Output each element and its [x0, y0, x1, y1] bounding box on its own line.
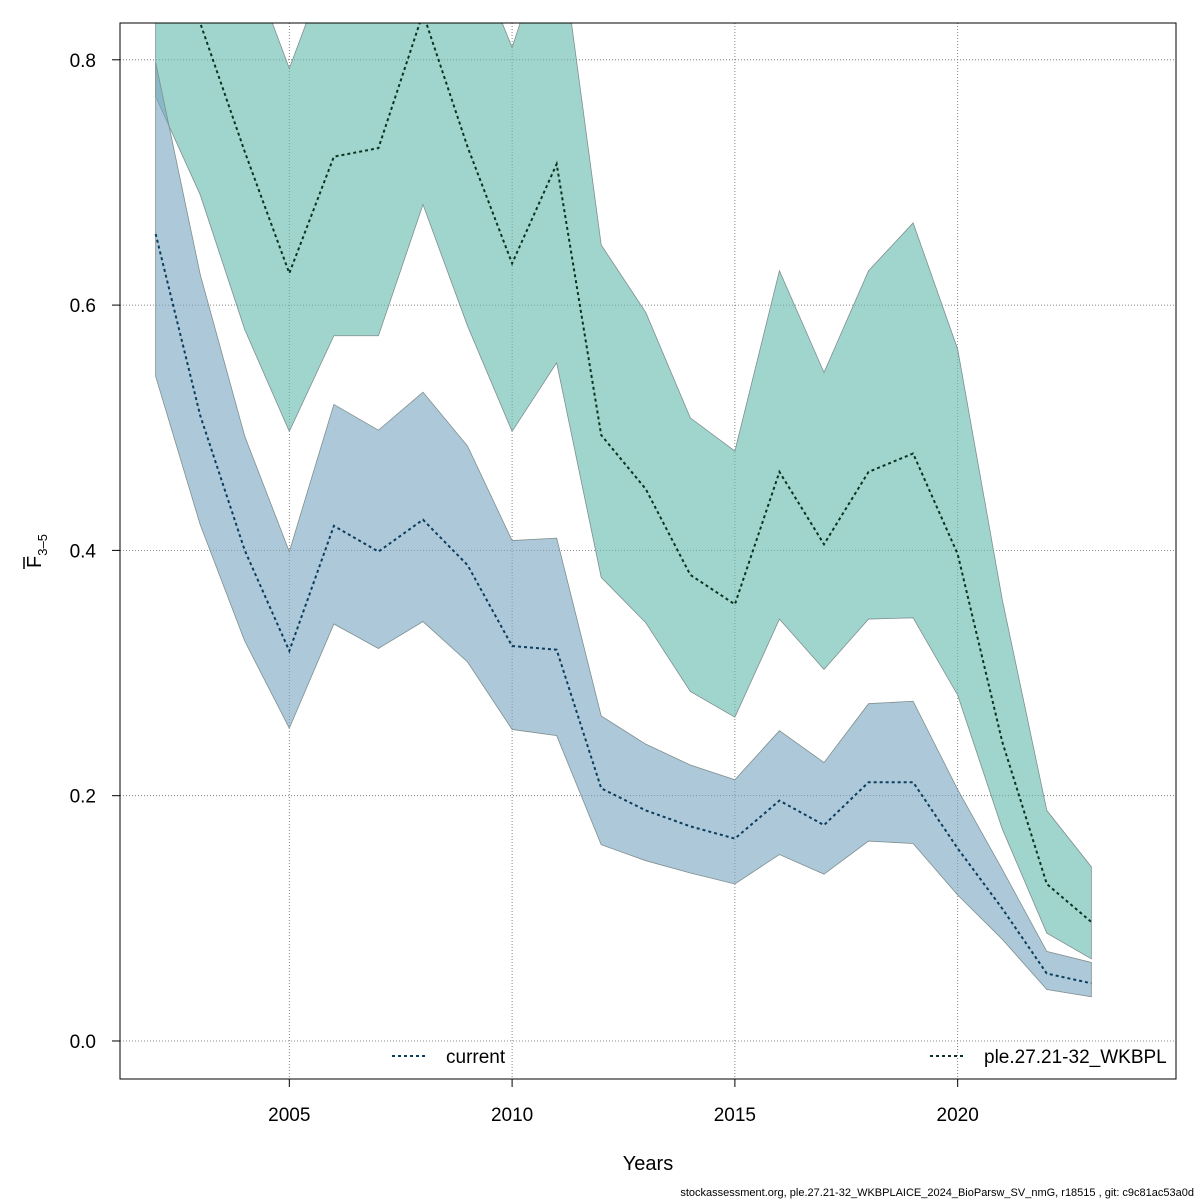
series-line-current: [154, 233, 1092, 985]
plot-frame: [119, 22, 1177, 1080]
y-tick-label: 0.6: [70, 296, 96, 317]
y-tick-label: 0.4: [70, 541, 97, 562]
y-axis-title-main: F: [24, 556, 46, 568]
y-axis-title: F3–5: [23, 534, 50, 569]
x-axis-title: Years: [623, 1153, 673, 1175]
y-tick-label: 0.8: [70, 51, 96, 72]
legend-item-ple: ple.27.21-32_WKBPL: [930, 1047, 1167, 1068]
x-tick-label: 2005: [268, 1105, 310, 1126]
y-tick-label: 0.2: [70, 787, 96, 808]
y-axis: 0.0 0.2 0.4 0.6 0.8: [70, 51, 120, 1053]
confidence-band-ple: [155, 23, 1092, 960]
series-line-ple: [199, 23, 1092, 923]
legend: current ple.27.21-32_WKBPL: [392, 1047, 1167, 1068]
plot-area: [154, 23, 1092, 998]
x-tick-label: 2010: [491, 1105, 533, 1126]
y-tick-label: 0.0: [70, 1032, 96, 1053]
x-axis: 2005 2010 2015 2020: [268, 1079, 979, 1126]
legend-label-current: current: [446, 1047, 506, 1068]
confidence-band-current: [155, 62, 1092, 998]
legend-label-ple: ple.27.21-32_WKBPL: [984, 1047, 1167, 1068]
x-tick-label: 2015: [714, 1105, 756, 1126]
x-tick-label: 2020: [937, 1105, 979, 1126]
y-axis-title-sub: 3–5: [35, 534, 50, 556]
svg-text:F3–5: F3–5: [24, 534, 50, 568]
footer-caption: stockassessment.org, ple.27.21-32_WKBPLA…: [680, 1187, 1194, 1199]
legend-item-current: current: [392, 1047, 506, 1068]
